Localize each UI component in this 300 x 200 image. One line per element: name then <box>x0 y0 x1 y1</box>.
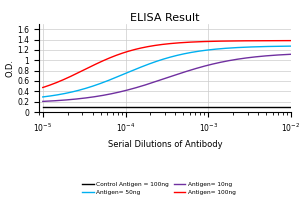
Legend: Control Antigen = 100ng, Antigen= 50ng, Antigen= 10ng, Antigen= 100ng: Control Antigen = 100ng, Antigen= 50ng, … <box>80 179 238 197</box>
Title: ELISA Result: ELISA Result <box>130 13 200 23</box>
Y-axis label: O.D.: O.D. <box>5 59 14 77</box>
Text: Serial Dilutions of Antibody: Serial Dilutions of Antibody <box>108 140 222 149</box>
